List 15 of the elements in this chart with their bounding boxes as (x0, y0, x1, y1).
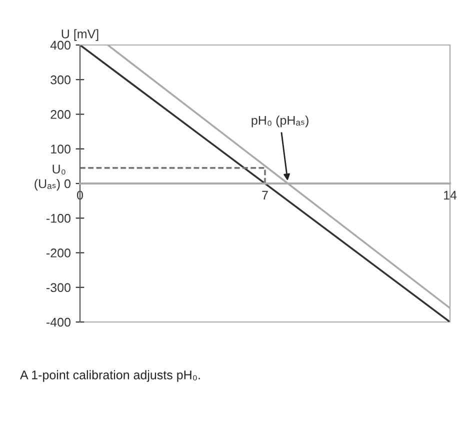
y-axis-title: U [mV] (62, 29, 98, 41)
y-tick-label: -200 (46, 248, 70, 258)
y-tick-label: (Uₐₛ) 0 (34, 178, 70, 191)
x-tick-label: 7 (262, 190, 268, 200)
y-tick-label: 100 (51, 144, 70, 154)
y-tick-label: 400 (50, 40, 70, 50)
y-tick-label: -300 (46, 283, 70, 292)
text: A 1-point calibration adjusts pH₀. (20, 370, 200, 382)
y-tick-label: -100 (46, 214, 70, 223)
text: U₀ (52, 164, 66, 175)
annotation: pH₀ (pHₐₛ) (252, 116, 308, 128)
y-tick-label: 200 (50, 110, 70, 119)
y-tick-label: -400 (46, 318, 70, 327)
x-tick-label: 14 (444, 190, 457, 200)
y-tick-label: 300 (50, 75, 70, 84)
